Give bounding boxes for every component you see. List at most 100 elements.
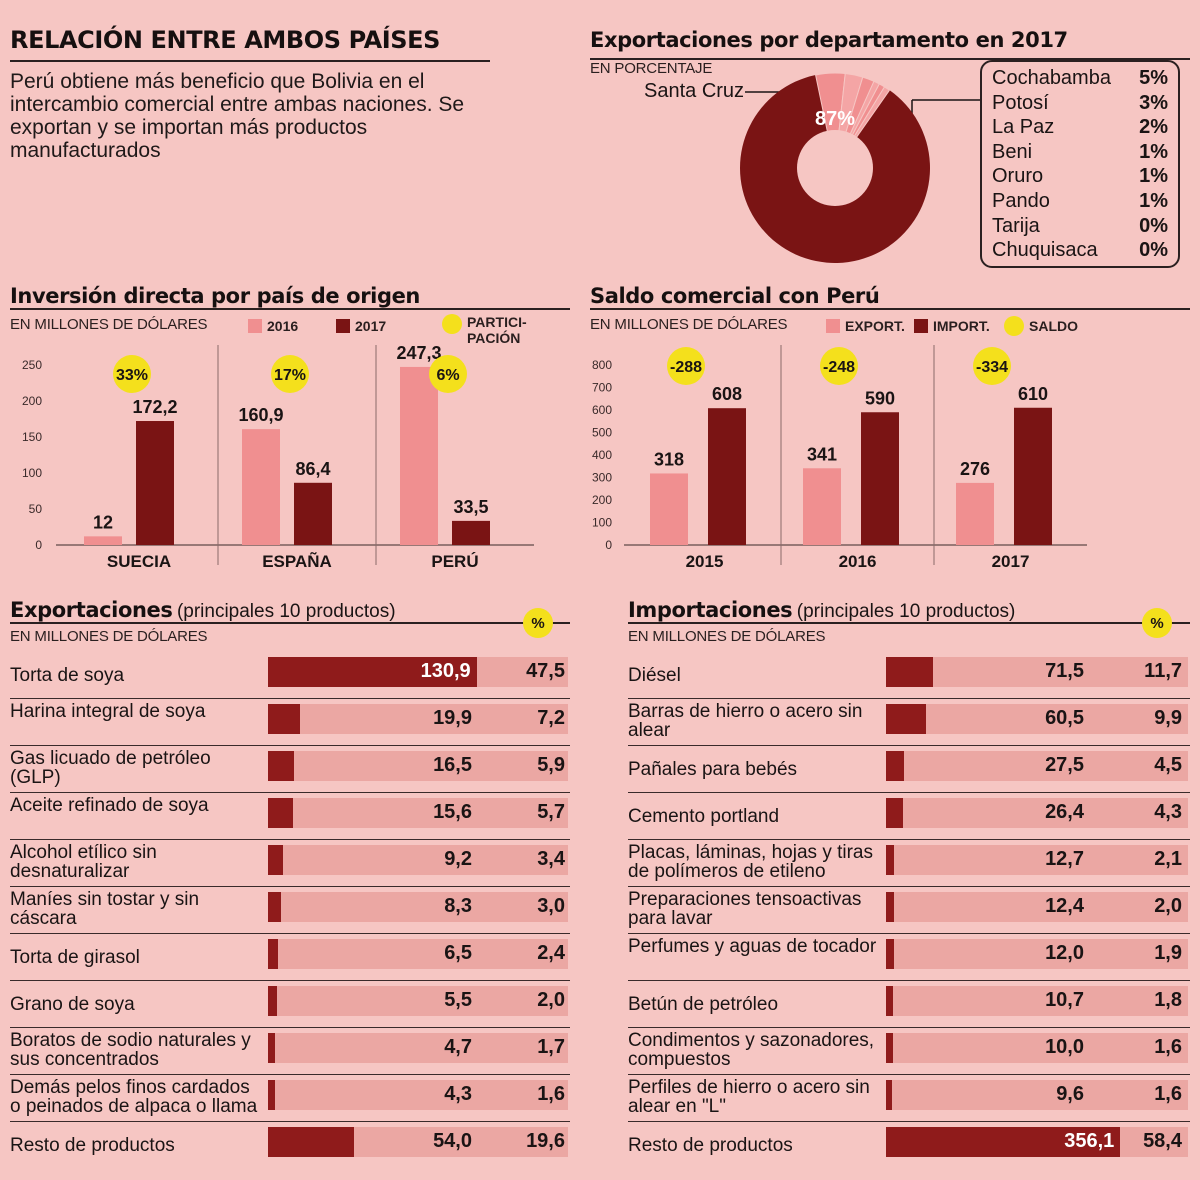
row-label: Alcohol etílico sin desnaturalizar [10, 842, 157, 882]
category-label-2017: 2017 [992, 552, 1030, 571]
bar-value-label: 318 [654, 449, 684, 469]
row-value: 4,3 [444, 1083, 472, 1105]
bar-import-2015 [708, 408, 746, 545]
pie-legend-value: 3% [1139, 91, 1168, 114]
row-percent: 11,7 [1144, 660, 1182, 682]
row-percent: 2,4 [537, 942, 565, 964]
row-value: 9,2 [444, 848, 472, 870]
table-row: Cemento portland 26,4 4,3 [628, 793, 1190, 840]
pie-legend-row-tarija: Tarija 0% [992, 214, 1168, 239]
row-label: Grano de soya [10, 994, 135, 1015]
bar-value-label: 12 [93, 512, 113, 532]
table-row: Perfumes y aguas de tocador 12,0 1,9 [628, 934, 1190, 981]
pie-legend-name: Cochabamba [992, 67, 1111, 89]
pie-title: Exportaciones por departamento en 2017 [590, 28, 1068, 52]
legend-saldo-dot [1004, 316, 1024, 336]
bar-fill [268, 1127, 355, 1157]
ytick-label: 50 [29, 502, 43, 516]
bar-2016-peru [400, 366, 438, 545]
legend-2016-label: 2016 [267, 318, 299, 334]
bar-track [268, 1080, 568, 1110]
legend-2016: 2016 [248, 318, 298, 334]
bubble-peru [429, 355, 467, 393]
bar-2016-suecia [84, 536, 122, 545]
pie-legend-name: La Paz [992, 116, 1055, 139]
row-value: 27,5 [1045, 754, 1084, 776]
bar-track [886, 657, 1188, 687]
row-value: 16,5 [433, 754, 472, 776]
bar-fill [268, 657, 477, 687]
importaciones-subtitle: (principales 10 productos) [796, 601, 1016, 622]
row-value: 6,5 [444, 942, 472, 964]
bar-fill [886, 798, 904, 828]
row-percent: 4,3 [1154, 801, 1182, 823]
row-label: Demás pelos finos cardados o peinados de… [10, 1077, 258, 1117]
bar-track [886, 704, 1188, 734]
category-label-2015: 2015 [686, 552, 724, 571]
table-row: Harina integral de soya 19,9 7,2 [10, 699, 570, 746]
row-percent: 7,2 [537, 707, 565, 729]
row-label: Maníes sin tostar y sin cáscara [10, 889, 200, 929]
bar-track [886, 798, 1188, 828]
pie-legend-row-chuquisaca: Chuquisaca 0% [992, 238, 1168, 263]
row-label: Resto de productos [10, 1135, 175, 1156]
inversion-chart: 0 50 100 150 200 250 12 172,2 SUECIA 33% 160,9 86,4… [22, 343, 534, 571]
row-value: 5,5 [444, 989, 472, 1011]
bar-value-label: 608 [712, 384, 742, 404]
bar-fill [268, 1033, 276, 1063]
inversion-title: Inversión directa por país de origen [10, 284, 420, 308]
importaciones-rule [628, 622, 1190, 624]
bar-value-label: 247,3 [396, 343, 441, 363]
row-label: Torta de soya [10, 665, 125, 686]
bar-track [886, 845, 1188, 875]
bar-fill [268, 798, 293, 828]
bar-fill [886, 704, 926, 734]
category-label-2016: 2016 [839, 552, 877, 571]
row-value: 10,7 [1045, 989, 1084, 1011]
row-label: Aceite refinado de soya [10, 795, 209, 816]
row-percent: 5,9 [537, 754, 565, 776]
pie-legend-value: 1% [1139, 189, 1168, 212]
exportaciones-title: Exportaciones [10, 598, 173, 622]
row-label: Condimentos y sazonadores, compuestos [628, 1030, 875, 1070]
pie-legend-row-pando: Pando 1% [992, 189, 1168, 214]
bar-value-label: 172,2 [132, 397, 177, 417]
row-percent: 2,0 [537, 989, 565, 1011]
bar-fill [886, 845, 895, 875]
bar-value-label: 341 [807, 444, 837, 464]
ytick-label: 400 [592, 448, 612, 462]
exportaciones-heading: Exportaciones (principales 10 productos) [10, 598, 396, 623]
legend-2017: 2017 [336, 318, 386, 334]
bar-fill [886, 657, 934, 687]
pie-legend-name: Potosí [992, 91, 1049, 114]
row-label: Boratos de sodio naturales y sus concent… [10, 1030, 251, 1070]
row-label: Perfumes y aguas de tocador [628, 936, 877, 957]
pie-main-label: Santa Cruz [644, 80, 745, 102]
table-row: Resto de productos 54,0 19,6 [10, 1122, 570, 1169]
pie-legend-value: 0% [1139, 239, 1168, 262]
bar-track [268, 1033, 568, 1063]
bar-export-2016 [803, 468, 841, 545]
category-label-peru: PERÚ [431, 552, 478, 571]
bar-export-2015 [650, 473, 688, 545]
bubble-suecia [113, 355, 151, 393]
pie-legend-row-potosi: Potosí 3% [992, 91, 1168, 116]
saldo-chart: 0 100 200 300 400 500 600 700 800 318 608 2015 -288 3… [592, 345, 1087, 571]
row-value: 60,5 [1045, 707, 1084, 729]
bar-value-label: 160,9 [238, 405, 283, 425]
row-value: 26,4 [1045, 801, 1084, 823]
row-percent: 1,6 [1154, 1036, 1182, 1058]
bar-track [886, 892, 1188, 922]
row-label: Diésel [628, 665, 681, 686]
bar-fill [268, 892, 282, 922]
row-percent: 47,5 [526, 660, 565, 682]
bar-track [268, 845, 568, 875]
bar-export-2017 [956, 482, 994, 545]
row-value: 15,6 [433, 801, 472, 823]
bar-fill [886, 1033, 893, 1063]
ytick-label: 200 [592, 493, 612, 507]
bar-import-2017 [1014, 407, 1052, 545]
exportaciones-pct-badge: % [523, 608, 553, 638]
bubble-label: -334 [976, 359, 1008, 376]
bar-import-2016 [861, 412, 899, 545]
